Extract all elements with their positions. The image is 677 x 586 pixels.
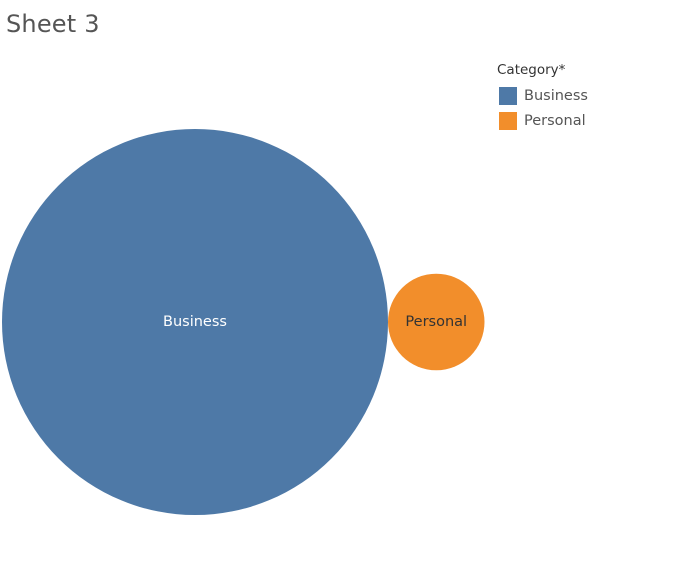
legend-item-business[interactable]: Business bbox=[497, 83, 667, 108]
legend: Category* Business Personal bbox=[497, 62, 667, 133]
legend-swatch-personal bbox=[499, 111, 517, 130]
legend-label-personal: Personal bbox=[524, 112, 586, 129]
legend-item-personal[interactable]: Personal bbox=[497, 108, 667, 133]
bubble-business[interactable] bbox=[2, 129, 388, 515]
bubble-label-business: Business bbox=[163, 314, 227, 330]
bubble-personal[interactable] bbox=[388, 273, 485, 371]
page-title: Sheet 3 bbox=[6, 10, 100, 38]
legend-label-business: Business bbox=[524, 87, 588, 104]
legend-swatch-business bbox=[499, 86, 517, 105]
legend-title: Category* bbox=[497, 62, 566, 78]
bubble-label-personal: Personal bbox=[405, 314, 467, 330]
